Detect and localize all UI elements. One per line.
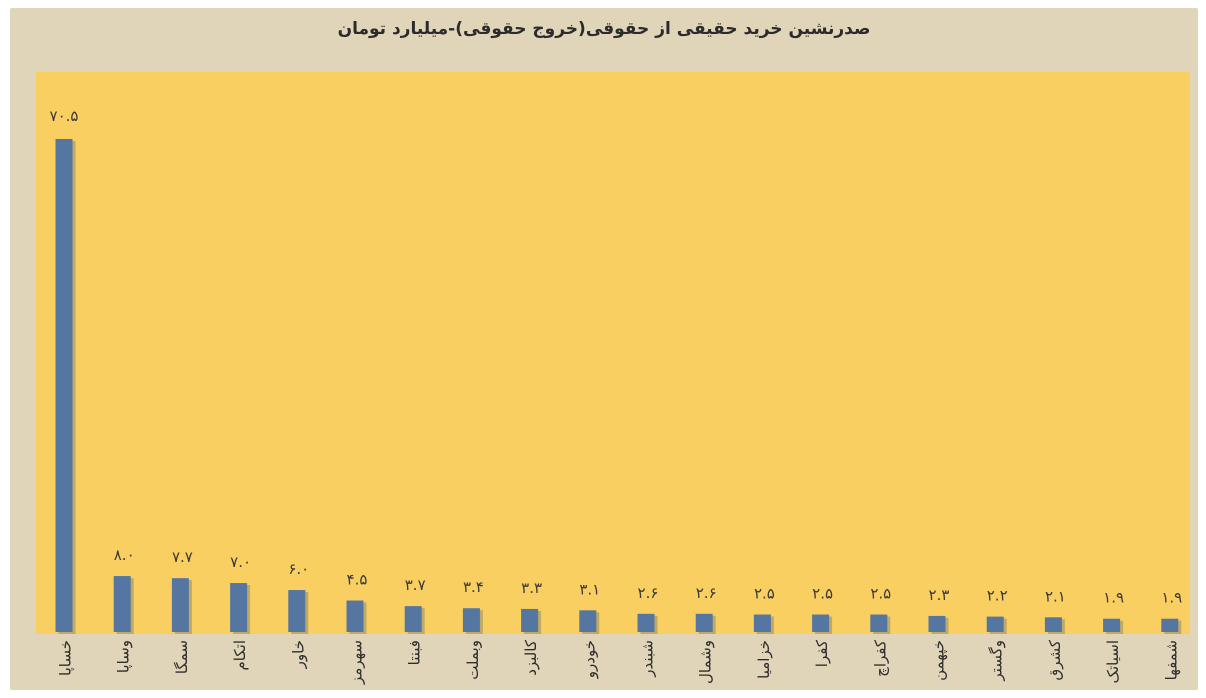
data-label: ۲.۵ <box>754 585 775 603</box>
x-tick-label: خپهمن <box>930 640 949 681</box>
bar <box>812 614 830 632</box>
x-tick-label: اسیاتک <box>1104 640 1122 683</box>
x-tick-label: اتکام <box>231 640 249 670</box>
x-tick-label: شبندر <box>639 640 657 678</box>
bar <box>637 613 655 632</box>
data-label: ۲.۵ <box>812 585 833 603</box>
data-label: ۷.۰ <box>230 553 251 571</box>
data-label: ۲.۶ <box>638 584 659 602</box>
data-label: ۲.۲ <box>987 587 1008 605</box>
data-label: ۷.۷ <box>172 548 193 566</box>
bar <box>986 616 1004 632</box>
bar <box>579 610 597 632</box>
data-label: ۷۰.۵ <box>50 107 79 125</box>
bar <box>1103 618 1121 632</box>
bar <box>462 608 480 632</box>
bar <box>695 613 713 632</box>
data-label: ۳.۷ <box>405 576 426 594</box>
data-label: ۲.۳ <box>929 586 950 604</box>
x-tick-label: کفراچ <box>871 639 890 677</box>
x-tick-label: خاور <box>289 640 307 669</box>
data-label: ۳.۳ <box>521 579 542 597</box>
x-tick-label: وبملت <box>464 640 482 680</box>
chart-title: صدرنشین خرید حقیقی از حقوقی(خروج حقوقی)-… <box>337 19 871 39</box>
data-label: ۲.۶ <box>696 584 717 602</box>
x-tick-label: سهرمز <box>348 640 366 685</box>
bar <box>171 578 189 632</box>
x-tick-label: وشمال <box>697 640 715 684</box>
data-label: ۱.۹ <box>1161 589 1182 607</box>
data-label: ۳.۴ <box>463 578 484 596</box>
bar <box>1161 618 1179 632</box>
data-label: ۳.۱ <box>579 580 600 598</box>
bar <box>346 600 364 632</box>
x-tick-label: فبنتا <box>406 640 424 665</box>
data-label: ۶.۰ <box>288 560 309 578</box>
x-tick-label: کفرا <box>813 639 831 667</box>
data-label: ۸.۰ <box>114 546 135 564</box>
x-tick-label: وگستر <box>988 640 1006 682</box>
bar <box>230 583 248 632</box>
bar <box>288 590 306 632</box>
x-tick-label: شمفها <box>1162 640 1180 680</box>
plot-area <box>36 72 1190 634</box>
data-label: ۱.۹ <box>1103 589 1124 607</box>
bar <box>753 614 771 632</box>
bar <box>928 615 946 632</box>
bar <box>113 576 131 632</box>
bar <box>1044 617 1062 632</box>
data-label: ۲.۵ <box>870 585 891 603</box>
x-tick-label: سمگا <box>173 640 191 674</box>
bar <box>55 139 73 632</box>
x-tick-label: خزامیا <box>755 640 773 679</box>
x-tick-label: خساپا <box>57 640 76 676</box>
x-tick-label: خودرو <box>580 640 598 679</box>
bar <box>870 614 888 632</box>
data-label: ۲.۱ <box>1045 587 1066 605</box>
x-tick-label: کشرق <box>1046 639 1064 680</box>
bar <box>404 606 422 632</box>
x-tick-label: کالبزد <box>522 639 540 676</box>
bar <box>521 608 539 632</box>
x-tick-label: وساپا <box>115 640 134 673</box>
data-label: ۴.۵ <box>347 571 368 589</box>
